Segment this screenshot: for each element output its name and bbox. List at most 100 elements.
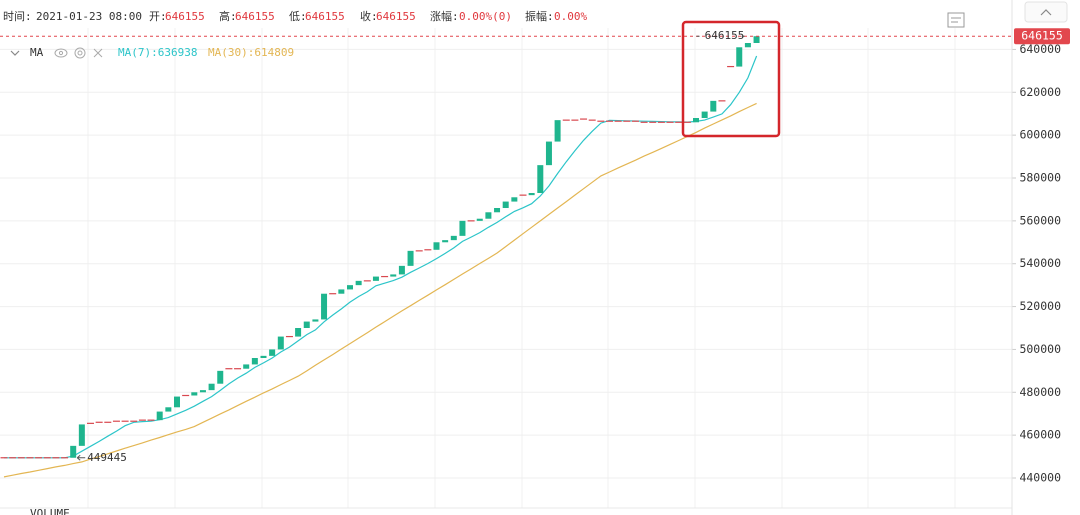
candle-body	[191, 392, 198, 396]
candle-body	[545, 141, 552, 166]
candle-body	[70, 445, 77, 458]
ma-line	[4, 55, 758, 459]
high-marker-label: 646155	[705, 29, 745, 42]
low-marker-arrow	[76, 454, 86, 461]
indicator-row: MA MA(7):636938 MA(30):614809	[10, 46, 294, 59]
volume-label: VOLUME	[30, 507, 70, 515]
y-tick-label: 500000	[1019, 342, 1061, 356]
candle-body	[78, 424, 85, 446]
candle-flat	[95, 421, 103, 423]
candle-flat	[17, 457, 25, 459]
candle-body	[693, 118, 699, 123]
close: 646155	[376, 10, 416, 23]
candle-body	[269, 349, 276, 356]
y-tick-label: 460000	[1019, 428, 1061, 442]
candle-body	[476, 218, 483, 221]
y-tick-label: 620000	[1019, 85, 1061, 99]
candle-flat	[87, 422, 94, 424]
candle-flat	[519, 194, 527, 196]
y-tick-label: 600000	[1019, 128, 1061, 142]
candle-body	[753, 36, 760, 43]
screenshot-icon[interactable]	[947, 12, 965, 28]
candle-flat	[580, 118, 588, 120]
candle-flat	[121, 420, 129, 422]
collapse-icon[interactable]	[10, 50, 20, 56]
candle-flat	[718, 100, 726, 102]
candle-body	[736, 47, 743, 67]
candle-flat	[623, 120, 631, 122]
candle-flat	[35, 457, 43, 459]
candle-body	[277, 336, 284, 350]
eye-icon[interactable]	[54, 48, 68, 58]
candle-flat	[640, 121, 648, 123]
candle-body	[347, 285, 353, 290]
candle-flat	[9, 457, 17, 459]
candle-body	[390, 274, 397, 277]
collapse-button[interactable]	[1024, 1, 1068, 23]
candle-body	[494, 208, 501, 213]
candle-flat	[597, 120, 605, 122]
candle-body	[511, 197, 518, 202]
candle-flat	[182, 394, 190, 397]
candle-flat	[0, 457, 8, 459]
candle-flat	[104, 421, 112, 423]
candle-flat	[285, 335, 293, 338]
header: 时间: 2021-01-23 08:00 开: 646155 高: 646155…	[3, 9, 587, 23]
candle-flat	[147, 419, 155, 421]
open: 646155	[165, 10, 205, 23]
candle-flat	[225, 368, 233, 370]
candle-body	[355, 280, 362, 286]
candle-body	[537, 165, 544, 193]
candle-body	[338, 289, 345, 294]
time-label: 时间:	[3, 10, 32, 23]
y-tick-label: 520000	[1019, 299, 1061, 313]
candle-flat	[61, 457, 69, 459]
candle-body	[433, 242, 440, 250]
candle-flat	[26, 457, 34, 459]
legend-value: 636938	[158, 46, 198, 59]
y-tick-label: 440000	[1019, 471, 1061, 485]
candle-flat	[424, 249, 432, 251]
y-tick-label: 480000	[1019, 385, 1061, 399]
candle-flat	[571, 119, 579, 121]
candle-body	[459, 220, 466, 236]
candle-body	[450, 235, 457, 241]
candle-flat	[381, 275, 389, 278]
candle-body	[217, 370, 224, 384]
close-icon[interactable]	[93, 48, 103, 58]
ma-line	[3, 102, 757, 478]
candle-body	[398, 265, 405, 275]
vertical-grid	[87, 28, 956, 508]
candle-body	[554, 120, 561, 142]
candle-body	[260, 355, 267, 358]
candle-body	[485, 212, 492, 219]
legend-ma30: MA(30):614809	[208, 46, 294, 59]
candle-body	[295, 328, 302, 337]
candle-flat	[43, 457, 51, 459]
candle-flat	[588, 119, 596, 121]
candle-flat	[329, 293, 337, 295]
change-label: 涨幅:	[430, 10, 459, 23]
last-price-tag	[1014, 28, 1070, 45]
candle-flat	[52, 457, 60, 459]
legend-value: 614809	[254, 46, 294, 59]
settings-icon[interactable]	[74, 47, 86, 59]
legend-ma7: MA(7):636938	[118, 46, 198, 59]
candle-flat	[130, 420, 138, 422]
candle-flat	[112, 420, 120, 422]
candle-body	[199, 390, 206, 393]
low: 646155	[305, 10, 345, 23]
candle-body	[303, 321, 310, 328]
last-price-label: 646155	[1021, 29, 1063, 43]
legend-name: MA(30):	[208, 46, 254, 59]
candle-body	[710, 100, 717, 112]
candle-body	[208, 383, 215, 391]
open-label: 开:	[149, 10, 167, 23]
candle-body	[502, 201, 509, 208]
candle-flat	[683, 121, 691, 123]
candle-flat	[675, 121, 683, 123]
low-marker-label: 449445	[87, 451, 127, 464]
indicator-name: MA	[30, 46, 44, 59]
candle-body	[312, 319, 319, 322]
